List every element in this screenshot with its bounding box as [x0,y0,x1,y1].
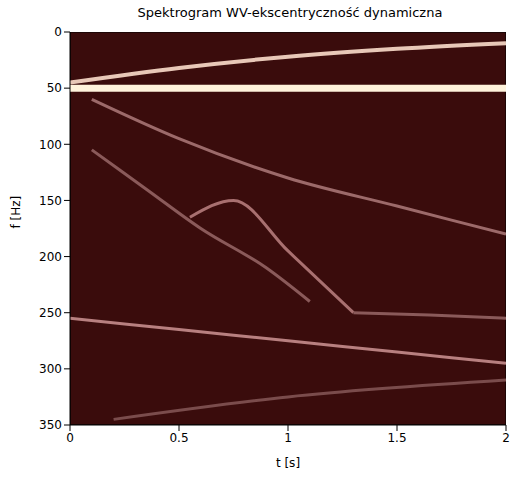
svg-text:f [Hz]: f [Hz] [9,196,23,229]
svg-text:250: 250 [39,306,62,320]
html-text:Spektrogram WV-ekscentryczność: Spektrogram WV-ekscentryczność dynamiczn… [137,5,443,20]
svg-text:350: 350 [39,418,62,432]
svg-text:100: 100 [39,138,62,152]
svg-text:200: 200 [39,250,62,264]
svg-text:50: 50 [47,81,62,95]
svg-text:1: 1 [284,431,292,445]
svg-text:2: 2 [502,431,510,445]
svg-text:300: 300 [39,362,62,376]
svg-text:0.5: 0.5 [169,431,188,445]
svg-text:t [s]: t [s] [276,456,300,470]
svg-text:0: 0 [54,26,62,39]
svg-text:1.5: 1.5 [387,431,406,445]
svg-text:0: 0 [66,431,74,445]
svg-text:150: 150 [39,194,62,208]
